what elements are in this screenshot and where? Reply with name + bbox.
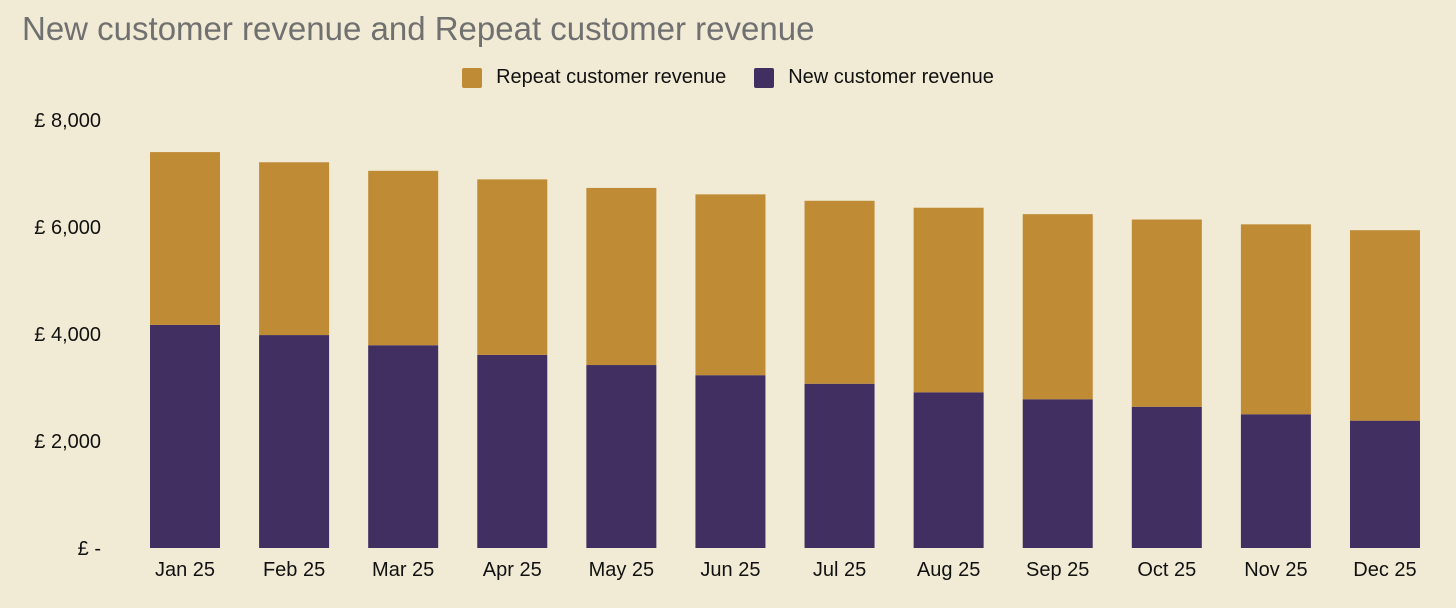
bar-new-customer-revenue (1131, 406, 1202, 548)
y-tick-label: £ 6,000 (34, 217, 101, 239)
bar-repeat-customer-revenue (368, 170, 439, 346)
bar-new-customer-revenue (477, 354, 548, 548)
bar-new-customer-revenue (1240, 414, 1311, 548)
x-tick-label: Sep 25 (1026, 559, 1089, 581)
x-tick-label: Jun 25 (700, 559, 760, 581)
bar-repeat-customer-revenue (1131, 219, 1202, 407)
chart-title: New customer revenue and Repeat customer… (22, 10, 815, 47)
bar-new-customer-revenue (150, 324, 220, 548)
x-tick-label: Mar 25 (372, 559, 434, 581)
y-tick-label: £ 2,000 (34, 431, 101, 453)
y-tick-label: £ - (78, 538, 101, 560)
bar-repeat-customer-revenue (695, 194, 766, 376)
bar-new-customer-revenue (913, 392, 984, 548)
legend-item-new: New customer revenue (754, 66, 994, 89)
bar-new-customer-revenue (586, 365, 657, 548)
legend-swatch-new (754, 67, 775, 88)
legend-swatch-repeat (462, 67, 483, 88)
x-tick-label: Jan 25 (155, 559, 215, 581)
x-tick-label: Apr 25 (483, 559, 542, 581)
bar-new-customer-revenue (804, 383, 875, 548)
bar-repeat-customer-revenue (150, 152, 220, 325)
x-tick-label: Dec 25 (1353, 559, 1416, 581)
legend-label-repeat: Repeat customer revenue (496, 66, 727, 88)
legend-item-repeat: Repeat customer revenue (462, 66, 726, 89)
bar-repeat-customer-revenue (1022, 214, 1093, 400)
bar-repeat-customer-revenue (477, 179, 548, 355)
x-tick-label: Nov 25 (1244, 559, 1307, 581)
y-tick-label: £ 8,000 (34, 110, 101, 132)
x-tick-label: Feb 25 (263, 559, 325, 581)
bar-new-customer-revenue (695, 375, 766, 548)
bar-repeat-customer-revenue (1349, 230, 1420, 421)
bar-repeat-customer-revenue (804, 200, 875, 384)
x-tick-label: Jul 25 (813, 559, 866, 581)
x-tick-label: Aug 25 (917, 559, 980, 581)
y-tick-label: £ 4,000 (34, 324, 101, 346)
chart-legend: Repeat customer revenue New customer rev… (0, 66, 1456, 89)
bar-repeat-customer-revenue (1240, 224, 1311, 415)
bar-repeat-customer-revenue (586, 187, 657, 366)
bar-new-customer-revenue (368, 345, 439, 548)
bar-repeat-customer-revenue (913, 207, 984, 393)
bar-new-customer-revenue (1349, 420, 1420, 548)
bar-new-customer-revenue (1022, 399, 1093, 548)
bar-new-customer-revenue (259, 335, 330, 548)
x-tick-label: May 25 (589, 559, 655, 581)
legend-label-new: New customer revenue (788, 66, 994, 88)
x-tick-label: Oct 25 (1137, 559, 1196, 581)
bar-repeat-customer-revenue (259, 162, 330, 336)
